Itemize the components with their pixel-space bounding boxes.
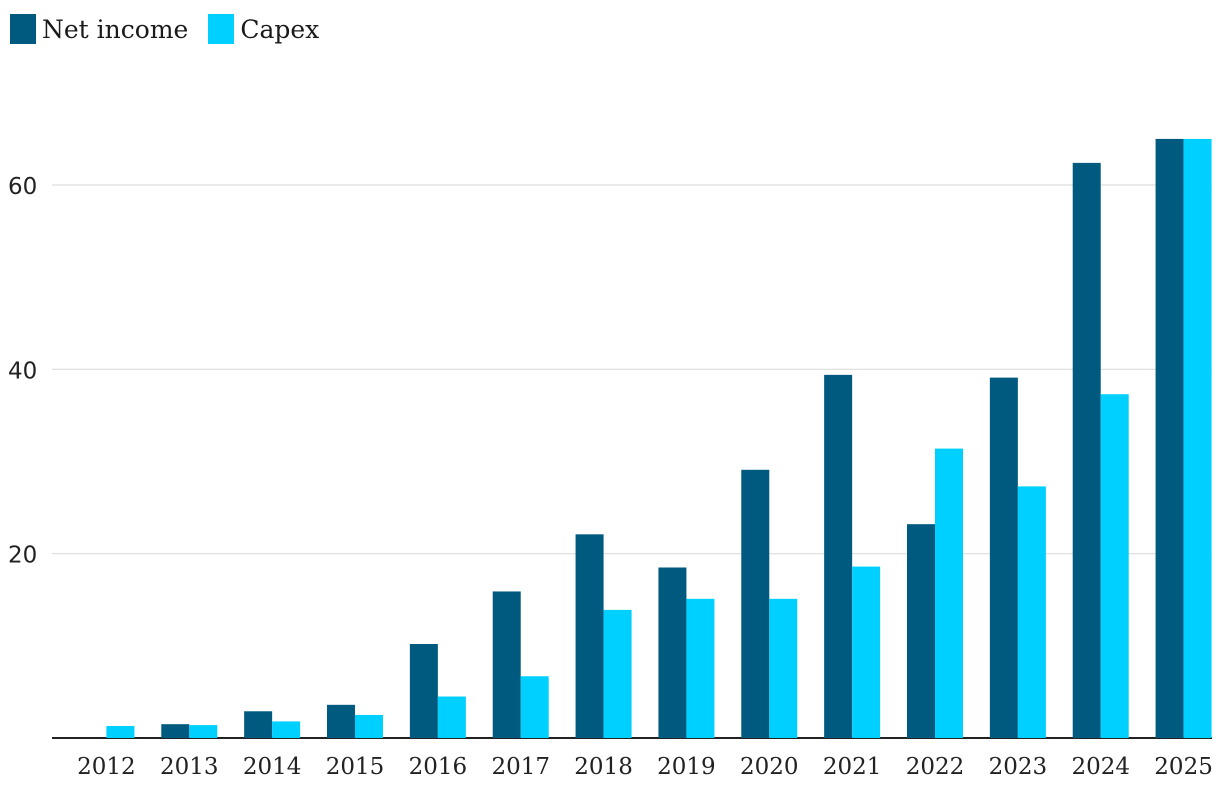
bar-net-income-2021 [824, 374, 853, 738]
x-tick-label-2018: 2018 [574, 754, 633, 780]
chart-legend: Net income Capex [10, 14, 339, 44]
x-tick-label-2021: 2021 [823, 754, 882, 780]
bar-capex-2014 [272, 721, 301, 738]
bar-capex-2024 [1100, 394, 1129, 738]
legend-label-net-income: Net income [42, 14, 189, 44]
x-tick-label-2013: 2013 [160, 754, 219, 780]
x-tick-label-2025: 2025 [1154, 754, 1213, 780]
legend-item-capex: Capex [208, 14, 319, 44]
x-tick-label-2022: 2022 [906, 754, 965, 780]
legend-item-net-income: Net income [10, 14, 188, 44]
bar-net-income-2014 [244, 711, 273, 738]
x-tick-label-2019: 2019 [657, 754, 716, 780]
bar-net-income-2022 [907, 524, 935, 738]
x-tick-label-2023: 2023 [989, 754, 1048, 780]
bar-net-income-2018 [575, 534, 604, 738]
legend-swatch-net-income [10, 14, 36, 44]
x-tick-label-2014: 2014 [243, 754, 302, 780]
bar-net-income-2024 [1072, 162, 1101, 738]
legend-swatch-capex [208, 14, 235, 44]
y-tick-label-60: 60 [8, 174, 37, 200]
bar-net-income-2025 [1155, 138, 1184, 738]
bar-capex-2025 [1183, 138, 1212, 738]
bar-net-income-2023 [989, 377, 1018, 738]
bar-capex-2022 [935, 448, 963, 738]
bar-capex-2017 [520, 676, 549, 738]
x-tick-label-2012: 2012 [77, 754, 136, 780]
y-tick-label-40: 40 [8, 358, 37, 384]
x-tick-label-2017: 2017 [491, 754, 550, 780]
x-tick-label-2016: 2016 [409, 754, 468, 780]
bar-net-income-2015 [327, 704, 355, 738]
x-tick-label-2020: 2020 [740, 754, 799, 780]
bar-capex-2019 [686, 598, 715, 738]
bar-net-income-2019 [658, 567, 687, 738]
legend-label-capex: Capex [240, 14, 320, 44]
bar-capex-2013 [189, 725, 218, 738]
bar-capex-2020 [769, 598, 798, 738]
bar-capex-2018 [603, 609, 632, 738]
bar-net-income-2013 [161, 724, 190, 738]
bar-net-income-2020 [741, 469, 770, 738]
bar-capex-2021 [852, 566, 881, 738]
bar-net-income-2017 [492, 591, 521, 738]
bar-capex-2023 [1017, 486, 1046, 738]
bar-capex-2015 [355, 714, 383, 738]
bar-capex-2012 [106, 726, 135, 738]
x-tick-label-2015: 2015 [326, 754, 385, 780]
bar-net-income-2016 [409, 643, 438, 738]
bar-capex-2016 [437, 696, 466, 738]
x-tick-label-2024: 2024 [1071, 754, 1130, 780]
y-tick-label-20: 20 [8, 543, 37, 569]
